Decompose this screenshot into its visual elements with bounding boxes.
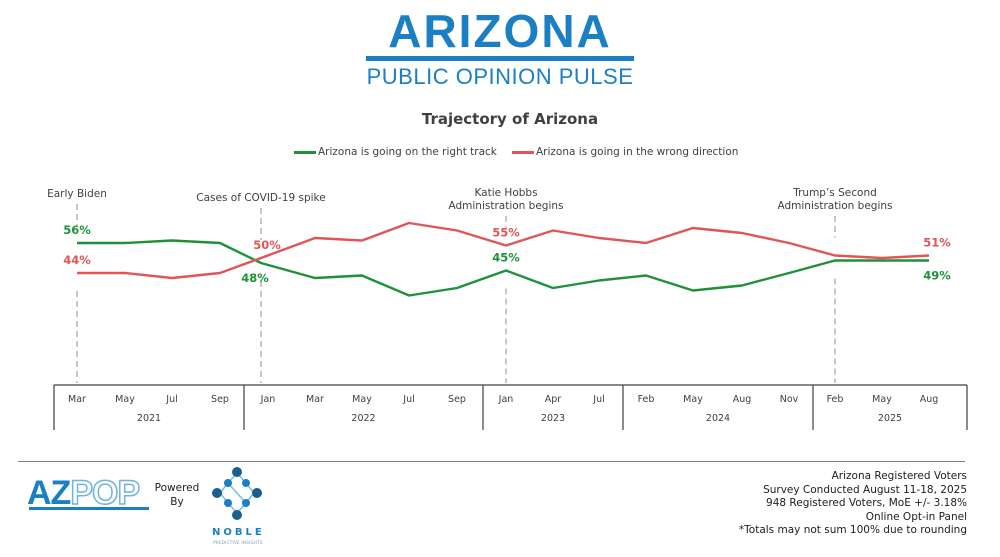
noble-logo-icon: [212, 467, 262, 520]
survey-note-method: Online Opt-in Panel: [865, 510, 967, 523]
annotation-label: Administration begins: [448, 200, 563, 212]
arizona-logo-subtitle: PUBLIC OPINION PULSE: [366, 64, 634, 89]
legend-swatch-wrong-direction: [512, 150, 534, 154]
x-year-label: 2023: [541, 413, 565, 424]
legend-label-right-track: Arizona is going on the right track: [318, 146, 497, 158]
powered-by-text: Powered By: [152, 481, 202, 509]
series-line-right-track: [77, 239, 929, 297]
x-tick-label: Apr: [545, 394, 562, 405]
survey-note-sample: 948 Registered Voters, MoE +/- 3.18%: [766, 497, 967, 509]
chart-title: Trajectory of Arizona: [421, 110, 599, 128]
x-tick-label: Sep: [448, 394, 466, 405]
chart-legend: Arizona is going on the right track Ariz…: [0, 146, 1000, 162]
azpop-logo-pop: POP: [70, 474, 141, 512]
footer-divider: [18, 461, 965, 462]
survey-notes: Arizona Registered Voters Survey Conduct…: [739, 470, 967, 538]
annotation-label: Katie Hobbs: [474, 187, 537, 199]
header: Arizona PUBLIC OPINION PULSE Trajectory …: [0, 0, 1000, 140]
x-year-label: 2025: [878, 413, 902, 424]
x-tick-label: Jul: [402, 394, 414, 405]
data-label: 44%: [63, 253, 91, 267]
annotation-label: Administration begins: [777, 200, 892, 212]
x-tick-label: Feb: [827, 394, 844, 405]
line-chart: Early Biden Cases of COVID-19 spike Katie …: [47, 187, 968, 430]
x-tick-label: May: [683, 394, 703, 405]
azpop-logo: AZPOP: [27, 474, 141, 512]
logo-title-text: Arizona: [388, 5, 612, 57]
annotation-label: Cases of COVID-19 spike: [196, 192, 325, 204]
x-tick-label: Aug: [920, 394, 939, 405]
x-tick-label: Sep: [211, 394, 229, 405]
annotation-label: Early Biden: [47, 188, 107, 200]
legend-item-right-track: Arizona is going on the right track: [294, 146, 497, 158]
x-tick-label: Jan: [260, 394, 276, 405]
survey-note-dates: Survey Conducted August 11-18, 2025: [763, 483, 967, 496]
logo-underline: [366, 56, 634, 61]
noble-logo-tagline: PREDICTIVE INSIGHTS: [213, 540, 263, 545]
x-tick-label: Feb: [638, 394, 655, 405]
data-label: 49%: [923, 269, 951, 283]
x-tick-label: May: [115, 394, 135, 405]
data-label: 56%: [63, 223, 91, 237]
x-tick-label: May: [352, 394, 372, 405]
survey-note-population: Arizona Registered Voters: [831, 470, 967, 482]
annotation-label: Trump’s Second: [792, 187, 877, 199]
powered-by-line-1: Powered: [154, 482, 200, 494]
x-tick-label: Jul: [592, 394, 604, 405]
x-tick-label: Jan: [498, 394, 514, 405]
x-tick-label: Nov: [780, 394, 799, 405]
x-year-label: 2022: [351, 413, 375, 424]
noble-logo-name: NOBLE: [212, 527, 265, 538]
data-label: 55%: [492, 226, 520, 240]
x-year-label: 2021: [137, 413, 161, 424]
powered-by-line-2: By: [170, 496, 184, 508]
x-tick-label: Mar: [306, 394, 324, 405]
legend-item-wrong-direction: Arizona is going in the wrong direction: [512, 146, 738, 158]
x-tick-label: Jul: [165, 394, 177, 405]
data-label: 45%: [492, 251, 520, 265]
x-tick-label: May: [872, 394, 892, 405]
azpop-logo-az: AZ: [27, 474, 71, 512]
legend-label-wrong-direction: Arizona is going in the wrong direction: [536, 146, 739, 158]
x-tick-label: Aug: [733, 394, 752, 405]
azpop-logo-underline: [29, 507, 149, 510]
data-label: 50%: [253, 238, 281, 252]
survey-note-rounding: *Totals may not sum 100% due to rounding: [738, 524, 967, 536]
legend-swatch-right-track: [294, 150, 316, 154]
arizona-logo-title: Arizona: [366, 6, 634, 56]
data-label: 51%: [923, 236, 951, 250]
x-tick-label: Mar: [68, 394, 86, 405]
data-label: 48%: [241, 271, 269, 285]
x-year-label: 2024: [706, 413, 730, 424]
